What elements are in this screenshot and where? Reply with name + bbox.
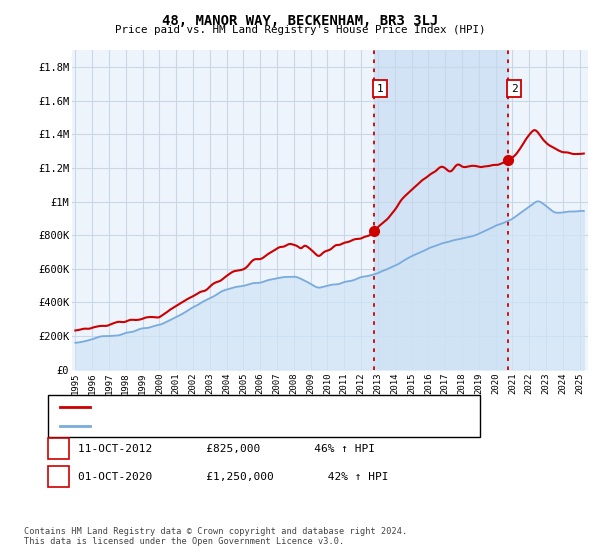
Bar <box>374 50 508 370</box>
Text: 2: 2 <box>55 472 62 482</box>
Text: 1: 1 <box>377 83 383 94</box>
Text: HPI: Average price, detached house, Bromley: HPI: Average price, detached house, Brom… <box>96 421 365 431</box>
Text: 11-OCT-2012        £825,000        46% ↑ HPI: 11-OCT-2012 £825,000 46% ↑ HPI <box>78 444 375 454</box>
Text: 01-OCT-2020        £1,250,000        42% ↑ HPI: 01-OCT-2020 £1,250,000 42% ↑ HPI <box>78 472 389 482</box>
Text: Contains HM Land Registry data © Crown copyright and database right 2024.
This d: Contains HM Land Registry data © Crown c… <box>24 526 407 546</box>
Text: 1: 1 <box>55 444 62 454</box>
Text: 2: 2 <box>511 83 517 94</box>
Text: 48, MANOR WAY, BECKENHAM, BR3 3LJ (detached house): 48, MANOR WAY, BECKENHAM, BR3 3LJ (detac… <box>96 402 409 412</box>
Text: 48, MANOR WAY, BECKENHAM, BR3 3LJ: 48, MANOR WAY, BECKENHAM, BR3 3LJ <box>162 14 438 28</box>
Text: Price paid vs. HM Land Registry's House Price Index (HPI): Price paid vs. HM Land Registry's House … <box>115 25 485 35</box>
